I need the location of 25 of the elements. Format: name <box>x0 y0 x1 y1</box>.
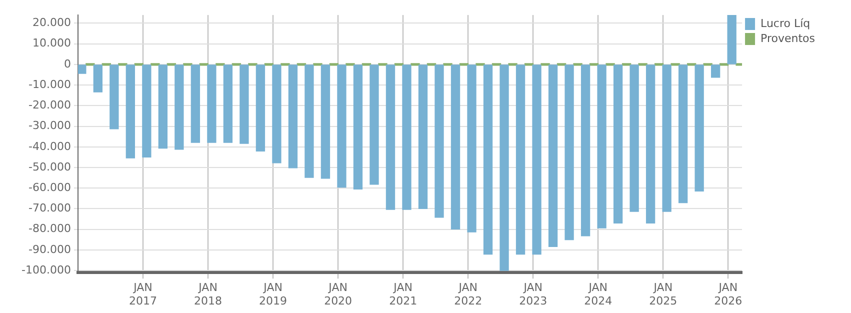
x-tick-label: JAN 2020 <box>324 281 352 308</box>
y-tick-label: -50.000 <box>28 160 71 174</box>
x-tick-label: JAN 2018 <box>194 281 222 308</box>
y-tick-label: 0 <box>64 57 71 70</box>
x-tick-label: JAN 2025 <box>649 281 678 308</box>
x-tick-label: JAN 2026 <box>714 281 742 308</box>
x-tick-label: JAN 2022 <box>454 281 482 308</box>
y-tick-label: -90.000 <box>28 242 71 256</box>
x-tick-label: JAN 2017 <box>129 281 158 308</box>
y-tick-label: -80.000 <box>28 222 71 236</box>
legend-label: Proventos <box>760 32 816 45</box>
y-tick-label: -100.000 <box>22 263 71 276</box>
y-tick-label: -40.000 <box>28 140 71 153</box>
x-tick-label: JAN 2023 <box>519 281 548 308</box>
legend-label: Lucro Líq <box>760 16 810 30</box>
x-tick-label: JAN 2019 <box>259 281 288 308</box>
y-tick-label: -30.000 <box>28 119 71 132</box>
y-tick-label: 10.000 <box>32 36 71 50</box>
y-tick-label: -10.000 <box>28 78 71 91</box>
y-tick-label: 20.000 <box>32 16 71 30</box>
y-tick-label: -60.000 <box>28 180 71 194</box>
y-tick-label: -20.000 <box>28 98 71 112</box>
y-tick-label: -70.000 <box>28 202 71 215</box>
x-tick-label: JAN 2021 <box>389 281 418 308</box>
x-tick-label: JAN 2024 <box>584 281 612 308</box>
